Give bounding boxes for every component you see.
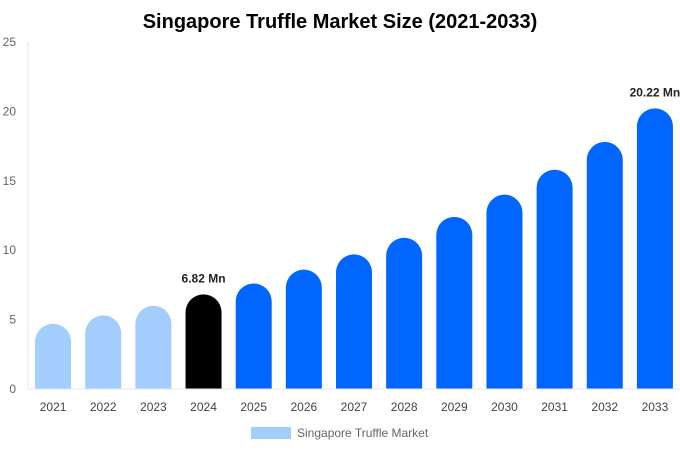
bar-2021[interactable] [35, 323, 72, 389]
data-label: 6.82 Mn [182, 271, 226, 285]
bar-2028[interactable] [386, 237, 423, 389]
bar-2033[interactable] [636, 108, 673, 389]
x-tick-label: 2031 [541, 400, 568, 414]
chart-title: Singapore Truffle Market Size (2021-2033… [143, 11, 538, 33]
y-tick-label: 20 [3, 104, 17, 118]
x-axis: 2021 2022 2023 2024 2025 2026 2027 2028 2029 2030… [28, 388, 680, 414]
y-tick-label: 5 [9, 313, 16, 327]
y-tick-label: 15 [3, 174, 17, 188]
x-tick-label: 2021 [40, 400, 67, 414]
y-tick-label: 0 [9, 382, 16, 396]
bar-2024[interactable] [185, 294, 222, 389]
data-labels: 6.82 Mn 20.22 Mn [182, 85, 680, 285]
x-tick-label: 2029 [441, 400, 468, 414]
bars [35, 108, 673, 389]
x-tick-label: 2022 [90, 400, 117, 414]
x-tick-label: 2023 [140, 400, 167, 414]
y-tick-label: 10 [3, 243, 17, 257]
x-tick-label: 2025 [240, 400, 267, 414]
bar-2031[interactable] [536, 169, 573, 389]
x-tick-label: 2028 [391, 400, 418, 414]
legend-label: Singapore Truffle Market [297, 426, 429, 440]
bar-2027[interactable] [336, 254, 372, 389]
bar-2023[interactable] [135, 305, 172, 389]
y-tick-label: 25 [3, 35, 17, 49]
x-tick-label: 2033 [642, 400, 669, 414]
bar-2022[interactable] [85, 315, 122, 389]
data-label: 20.22 Mn [630, 85, 680, 99]
legend-swatch [251, 427, 291, 439]
x-tick-label: 2030 [491, 400, 518, 414]
x-tick-label: 2024 [190, 400, 217, 414]
bar-2030[interactable] [486, 194, 523, 389]
x-tick-label: 2026 [290, 400, 317, 414]
x-tick-label: 2032 [591, 400, 618, 414]
legend[interactable]: Singapore Truffle Market [251, 426, 429, 440]
bar-2025[interactable] [235, 283, 272, 389]
bar-2032[interactable] [586, 141, 623, 389]
bar-2029[interactable] [436, 216, 473, 389]
y-axis: 0 5 10 15 20 25 [3, 35, 29, 396]
x-tick-label: 2027 [341, 400, 368, 414]
bar-2026[interactable] [285, 269, 322, 389]
